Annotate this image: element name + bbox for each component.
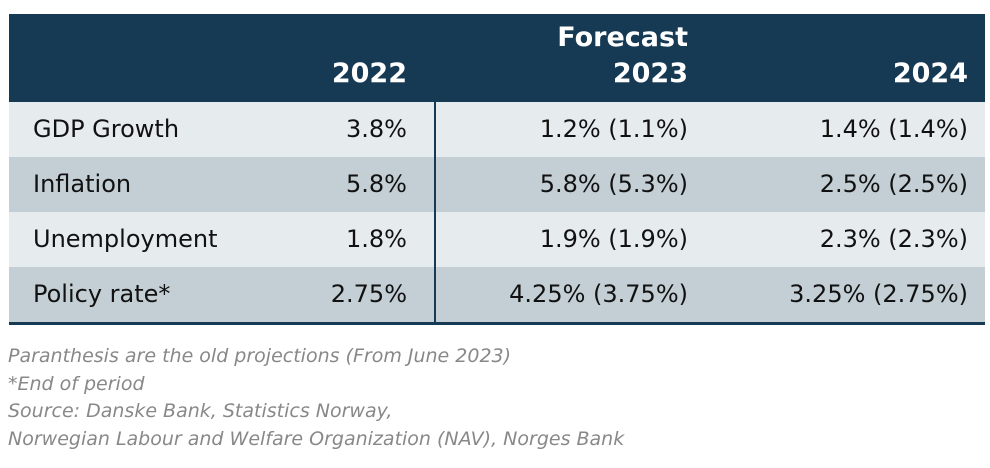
row-label: GDP Growth xyxy=(33,115,180,143)
row-label: Inflation xyxy=(33,170,132,198)
forecast-label: Forecast xyxy=(557,22,688,53)
note-end-of-period: *End of period xyxy=(8,372,145,395)
cell-2023: 4.25% (3.75%) xyxy=(509,280,688,308)
table-row: Policy rate* 2.75% 4.25% (3.75%) 3.25% (… xyxy=(9,267,985,322)
cell-2023: 5.8% (5.3%) xyxy=(539,170,688,198)
note-source-cont: Norwegian Labour and Welfare Organizatio… xyxy=(8,427,625,450)
column-divider xyxy=(434,102,436,324)
header-2024: 2024 xyxy=(892,58,968,89)
table-row: GDP Growth 3.8% 1.2% (1.1%) 1.4% (1.4%) xyxy=(9,102,985,157)
cell-2023: 1.2% (1.1%) xyxy=(539,115,688,143)
cell-2024: 2.3% (2.3%) xyxy=(819,225,968,253)
cell-2022: 2.75% xyxy=(330,280,407,308)
row-label: Policy rate* xyxy=(33,280,171,308)
table-bottom-border xyxy=(9,322,985,325)
note-parenthesis: Paranthesis are the old projections (Fro… xyxy=(8,345,512,367)
table-header: Forecast 2022 2023 2024 xyxy=(9,14,985,102)
header-2022: 2022 xyxy=(331,58,407,89)
table-row: Unemployment 1.8% 1.9% (1.9%) 2.3% (2.3%… xyxy=(9,212,985,267)
cell-2024: 3.25% (2.75%) xyxy=(789,280,968,308)
forecast-table: Forecast 2022 2023 2024 GDP Growth 3.8% … xyxy=(9,14,985,325)
footnotes: Paranthesis are the old projections (Fro… xyxy=(8,343,624,453)
note-source: Source: Danske Bank, Statistics Norway, xyxy=(8,400,393,422)
cell-2022: 3.8% xyxy=(346,115,407,143)
cell-2023: 1.9% (1.9%) xyxy=(539,225,688,253)
cell-2022: 1.8% xyxy=(346,225,407,253)
cell-2024: 2.5% (2.5%) xyxy=(819,170,968,198)
header-2023: 2023 xyxy=(612,58,688,89)
cell-2022: 5.8% xyxy=(346,170,407,198)
table-row: Inflation 5.8% 5.8% (5.3%) 2.5% (2.5%) xyxy=(9,157,985,212)
row-label: Unemployment xyxy=(33,225,218,253)
cell-2024: 1.4% (1.4%) xyxy=(819,115,968,143)
